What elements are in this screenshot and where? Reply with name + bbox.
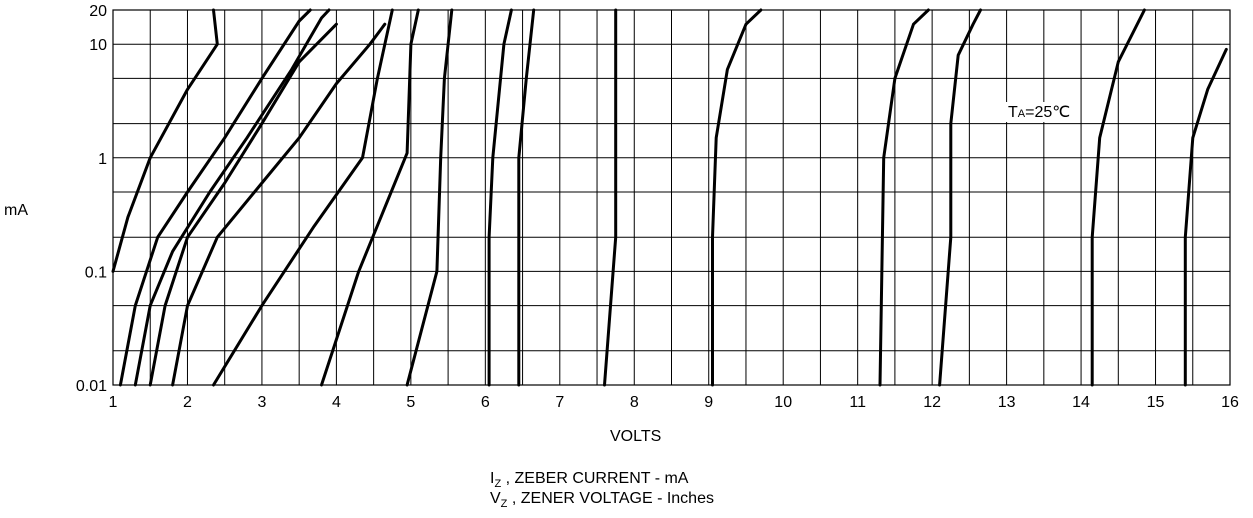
zener-curve-2	[118, 8, 312, 387]
zener-curve-6	[212, 8, 394, 387]
y-tick-labels: 0.01 0.1 1 10 20	[76, 3, 107, 395]
x-tick-label: 5	[406, 394, 415, 411]
x-tick-label: 8	[630, 394, 639, 411]
x-tick-label: 6	[481, 394, 490, 411]
x-tick-label: 1	[109, 394, 118, 411]
zener-curve-1	[111, 8, 219, 273]
y-tick-label: 1	[98, 151, 107, 168]
x-tick-label: 10	[774, 394, 792, 411]
zener-curve-10	[517, 8, 536, 387]
plot-frame	[112, 9, 1231, 386]
x-tick-label: 15	[1147, 394, 1165, 411]
x-tick-label: 14	[1072, 394, 1090, 411]
x-tick-label: 11	[849, 394, 866, 411]
x-tick-labels: 1 2 3 4 5 6 7 8 9 10 11 12 13 14 15 16	[109, 394, 1239, 411]
zener-curve-9	[487, 8, 513, 387]
x-tick-label: 4	[332, 394, 341, 411]
y-tick-label: 20	[89, 3, 107, 20]
x-axis-label: VOLTS	[610, 428, 662, 445]
x-tick-label: 3	[257, 394, 266, 411]
zener-curve-4	[148, 22, 338, 387]
x-tick-label: 9	[704, 394, 713, 411]
caption-voltage: VZ , ZENER VOLTAGE - Inches	[490, 490, 714, 510]
x-tick-label: 2	[183, 394, 192, 411]
zener-curve-11	[603, 8, 618, 387]
y-tick-label: 0.1	[85, 264, 107, 281]
zener-curve-12	[711, 8, 763, 387]
zener-curve-16	[1183, 47, 1228, 387]
x-tick-label: 13	[998, 394, 1016, 411]
y-tick-label: 0.01	[76, 378, 107, 395]
curves	[111, 8, 1228, 387]
grid	[112, 9, 1231, 386]
x-tick-label: 16	[1221, 394, 1239, 411]
x-tick-label: 7	[555, 394, 564, 411]
zener-curve-5	[171, 22, 387, 387]
x-tick-label: 12	[923, 394, 941, 411]
zener-curve-14	[938, 8, 982, 387]
zener-curve-13	[878, 8, 930, 387]
zener-curve-7	[320, 8, 420, 387]
temperature-annotation: TA=25℃	[1006, 102, 1073, 122]
y-tick-label: 10	[89, 37, 107, 54]
zener-curve-3	[133, 8, 331, 387]
zener-curve-8	[405, 8, 454, 387]
y-axis-label: mA	[4, 202, 28, 219]
caption-current: IZ , ZEBER CURRENT - mA	[490, 470, 689, 490]
zener-curve-15	[1090, 8, 1146, 387]
